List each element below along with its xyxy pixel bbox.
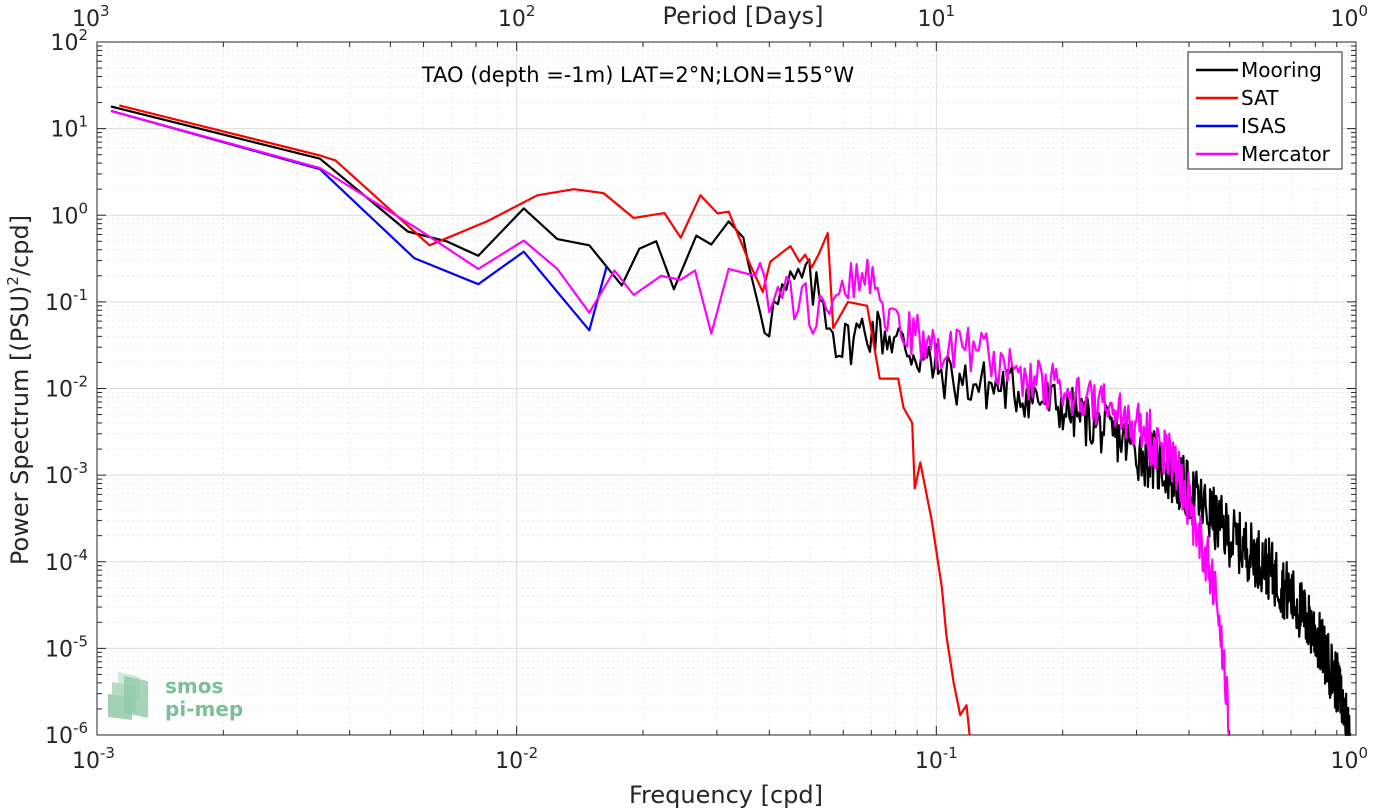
top-tick-label: 100 [1330, 2, 1368, 32]
y-tick-label-exponent: -3 [73, 459, 88, 477]
top-tick-label-exponent: 3 [100, 2, 110, 20]
x-tick-label-base: 10 [495, 749, 523, 774]
y-tick-label-base: 10 [45, 291, 73, 316]
x-tick-label: 10-1 [915, 744, 958, 774]
x-tick-label-exponent: -2 [523, 744, 538, 762]
y-tick-label-exponent: 1 [78, 113, 88, 131]
y-tick-label: 10-4 [45, 546, 88, 576]
y-tick-label-base: 10 [45, 724, 73, 749]
y-tick-label-base: 10 [50, 118, 78, 143]
y-tick-label: 10-1 [45, 286, 88, 316]
top-tick-label-exponent: 0 [1358, 2, 1368, 20]
y-tick-label: 10-6 [45, 719, 88, 749]
y-tick-label: 10-5 [45, 632, 88, 662]
watermark-logo: smos pi-mep [108, 672, 243, 721]
series-line-mooring [110, 105, 1352, 737]
y-tick-label-exponent: -5 [73, 632, 88, 650]
series-layer [110, 104, 1352, 737]
y-tick-label-exponent: -4 [73, 546, 88, 564]
legend-label-sat: SAT [1241, 86, 1279, 110]
y-axis-label-main: Power Spectrum [(PSU) [6, 286, 34, 565]
x-tick-label-exponent: -1 [943, 744, 958, 762]
y-tick-label-exponent: -2 [73, 373, 88, 391]
x-tick-label-exponent: -3 [100, 744, 115, 762]
y-tick-label-exponent: -1 [73, 286, 88, 304]
top-tick-label-base: 10 [918, 7, 946, 32]
x-tick-label-exponent: 0 [1358, 744, 1368, 762]
x-tick-label: 10-2 [495, 744, 538, 774]
x-tick-label: 100 [1330, 744, 1368, 774]
logo-text-line2: pi-mep [165, 697, 243, 721]
legend-label-mooring: Mooring [1241, 58, 1322, 82]
x-tick-label-base: 10 [1330, 749, 1358, 774]
top-axis-label: Period [Days] [662, 2, 823, 30]
y-tick-label: 10-3 [45, 459, 88, 489]
x-axis-label: Frequency [cpd] [629, 781, 823, 809]
series-line-sat [119, 104, 971, 736]
logo-text-line1: smos [165, 674, 223, 698]
top-tick-label-exponent: 2 [526, 2, 536, 20]
y-tick-label-base: 10 [45, 464, 73, 489]
x-tick-label: 10-3 [72, 744, 115, 774]
y-tick-label-base: 10 [45, 551, 73, 576]
y-axis-label: Power Spectrum [(PSU)2/cpd] [4, 215, 34, 565]
y-tick-label: 101 [50, 113, 88, 143]
legend: Mooring SAT ISAS Mercator [1187, 51, 1343, 170]
top-tick-label: 102 [498, 2, 536, 32]
top-tick-label: 101 [918, 2, 956, 32]
y-tick-label-base: 10 [45, 637, 73, 662]
top-tick-label-base: 10 [72, 7, 100, 32]
y-axis-label-tail: /cpd] [6, 215, 34, 276]
y-tick-label-base: 10 [50, 204, 78, 229]
x-tick-label-base: 10 [72, 749, 100, 774]
y-tick-label-base: 10 [45, 378, 73, 403]
x-tick-label-base: 10 [915, 749, 943, 774]
y-tick-label-exponent: 0 [78, 199, 88, 217]
y-tick-label-exponent: 2 [78, 26, 88, 44]
legend-items: Mooring SAT ISAS Mercator [1196, 58, 1331, 166]
chart-title: TAO (depth =-1m) LAT=2°N;LON=155°W [421, 63, 855, 87]
y-axis-label-sup: 2 [4, 276, 22, 286]
logo-icon [108, 672, 148, 720]
y-tick-label: 102 [50, 26, 88, 56]
top-tick-label-exponent: 1 [946, 2, 956, 20]
y-tick-label: 100 [50, 199, 88, 229]
top-tick-label-base: 10 [1330, 7, 1358, 32]
legend-box [1187, 51, 1343, 170]
y-tick-label-base: 10 [50, 31, 78, 56]
series-line-mercator [110, 109, 1231, 737]
y-tick-label: 10-2 [45, 373, 88, 403]
top-tick-label-base: 10 [498, 7, 526, 32]
y-tick-label-exponent: -6 [73, 719, 88, 737]
legend-label-mercator: Mercator [1241, 142, 1331, 166]
top-tick-label: 103 [72, 2, 110, 32]
tick-marks [96, 42, 1356, 736]
legend-label-isas: ISAS [1241, 114, 1286, 138]
